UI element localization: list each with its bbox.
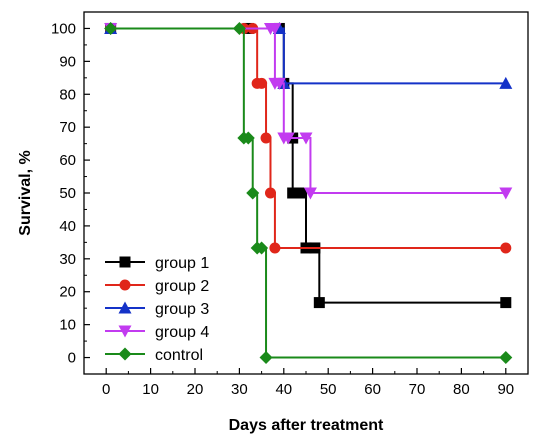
data-point-group-2-5 — [260, 132, 272, 144]
data-point-group-2-4 — [256, 77, 268, 89]
series-control — [104, 21, 513, 365]
x-axis: 0 10 20 30 40 50 60 70 80 90 — [102, 368, 514, 398]
data-point-control-4 — [246, 186, 260, 200]
legend: group 1 group 2 group 3 group 4 control — [105, 255, 209, 364]
legend-label-group-2: group 2 — [155, 278, 209, 295]
y-tick-label-70: 70 — [59, 119, 76, 136]
series-group-4 — [104, 22, 513, 200]
data-point-group-1-9 — [313, 297, 325, 309]
data-point-group-2-7 — [269, 242, 281, 254]
y-axis: 0 10 20 30 40 50 60 70 80 90 100 — [51, 20, 90, 367]
data-point-group-4-8 — [303, 187, 317, 200]
x-tick-label-90: 90 — [497, 381, 514, 398]
y-tick-label-90: 90 — [59, 53, 76, 70]
legend-item-control: control — [105, 347, 203, 364]
legend-label-group-4: group 4 — [155, 324, 209, 341]
data-point-control-3 — [241, 131, 255, 145]
legend-item-group-4: group 4 — [105, 324, 209, 341]
data-point-control-0 — [104, 21, 118, 35]
y-tick-label-80: 80 — [59, 86, 76, 103]
series-layer — [104, 21, 513, 365]
y-tick-label-30: 30 — [59, 251, 76, 268]
data-point-control-1 — [232, 21, 246, 35]
data-point-group-1-5 — [287, 187, 299, 199]
data-point-control-7 — [259, 351, 273, 365]
legend-marker-group-1 — [119, 256, 131, 268]
series-group-3 — [104, 21, 513, 89]
x-tick-label-80: 80 — [453, 381, 470, 398]
data-point-group-4-6 — [281, 132, 295, 145]
x-tick-label-30: 30 — [231, 381, 248, 398]
data-point-group-2-6 — [264, 187, 276, 199]
x-tick-label-20: 20 — [187, 381, 204, 398]
data-point-group-4-7 — [299, 132, 313, 145]
x-tick-label-40: 40 — [275, 381, 292, 398]
legend-item-group-1: group 1 — [105, 255, 209, 272]
legend-marker-group-3 — [118, 301, 132, 314]
legend-item-group-3: group 3 — [105, 301, 209, 318]
data-point-group-3-3 — [499, 76, 513, 89]
x-tick-label-70: 70 — [409, 381, 426, 398]
x-tick-label-50: 50 — [320, 381, 337, 398]
legend-marker-group-4 — [118, 325, 132, 338]
x-tick-label-0: 0 — [102, 381, 110, 398]
y-axis-title: Survival, % — [17, 150, 34, 235]
y-tick-label-10: 10 — [59, 317, 76, 334]
legend-label-control: control — [155, 347, 203, 364]
y-tick-label-20: 20 — [59, 284, 76, 301]
legend-label-group-3: group 3 — [155, 301, 209, 318]
y-tick-label-60: 60 — [59, 152, 76, 169]
x-tick-label-10: 10 — [142, 381, 159, 398]
series-line-group-4 — [110, 27, 506, 194]
data-point-group-2-8 — [500, 242, 512, 254]
data-point-control-6 — [255, 241, 269, 255]
x-tick-label-60: 60 — [364, 381, 381, 398]
plot-area — [83, 11, 529, 375]
y-tick-label-50: 50 — [59, 185, 76, 202]
x-axis-title: Days after treatment — [229, 417, 384, 434]
data-point-group-4-4 — [272, 77, 286, 90]
data-point-group-4-2 — [268, 22, 282, 35]
series-line-group-3 — [110, 27, 506, 85]
y-tick-label-100: 100 — [51, 20, 76, 37]
legend-label-group-1: group 1 — [155, 255, 209, 272]
data-point-group-4-9 — [499, 187, 513, 200]
data-point-control-8 — [499, 351, 513, 365]
legend-marker-control — [118, 347, 132, 361]
data-point-group-1-10 — [500, 297, 512, 309]
legend-item-group-2: group 2 — [105, 278, 209, 295]
data-point-group-1-6 — [296, 187, 308, 199]
y-tick-label-40: 40 — [59, 218, 76, 235]
legend-marker-group-2 — [119, 279, 131, 291]
y-tick-label-0: 0 — [68, 350, 76, 367]
